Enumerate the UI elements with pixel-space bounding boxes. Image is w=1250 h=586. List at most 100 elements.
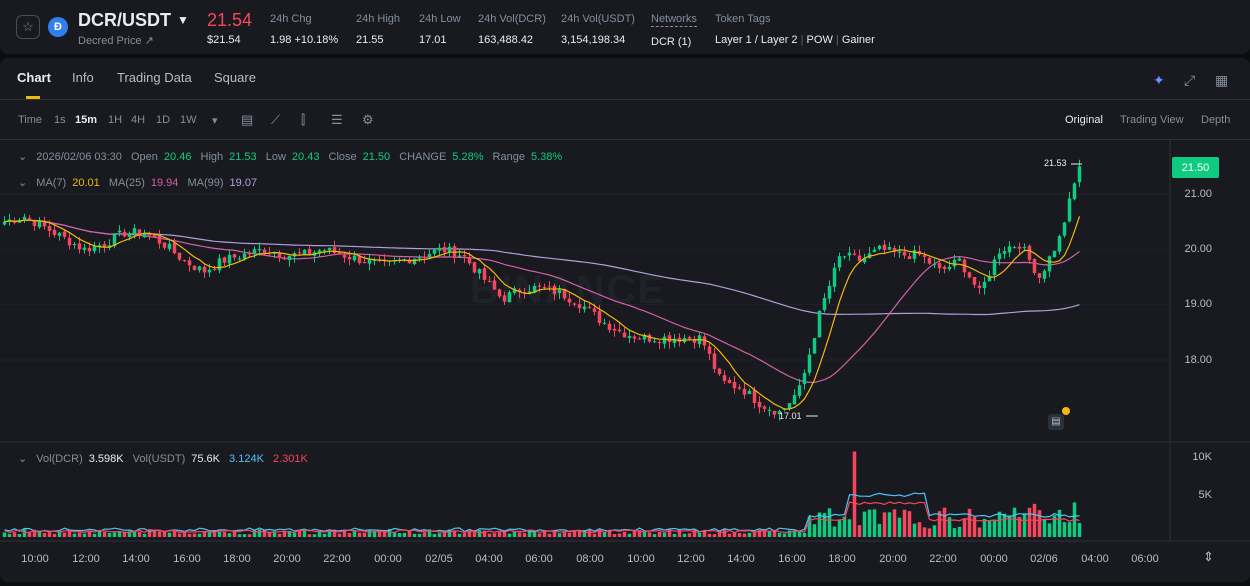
timeframe-15m[interactable]: 15m: [75, 114, 98, 126]
volume-bar: [437, 533, 442, 537]
ai-sparkle-icon[interactable]: ✦: [1153, 72, 1165, 88]
volume-bar: [957, 526, 962, 537]
candle-body: [462, 255, 467, 257]
candle-body: [162, 242, 167, 248]
candle-type-icon[interactable]: ⫿: [301, 112, 306, 127]
stat-value: 1.98 +10.18%: [270, 34, 339, 46]
volume-bar: [352, 529, 357, 537]
volume-bar: [92, 533, 97, 537]
more-timeframes-caret-icon[interactable]: ▾: [212, 115, 218, 127]
volume-bar: [142, 533, 147, 537]
tab-trading-data[interactable]: Trading Data: [117, 70, 192, 85]
tag-layer[interactable]: Layer 1 / Layer 2: [715, 34, 798, 46]
candle-body: [287, 255, 292, 261]
stat-networks[interactable]: Networks DCR (1): [651, 13, 697, 48]
timeframe-1w[interactable]: 1W: [180, 114, 197, 126]
candle-body: [627, 335, 632, 339]
candle-body: [547, 286, 552, 288]
candle-body: [887, 246, 892, 250]
timeframe-1s[interactable]: 1s: [54, 114, 66, 126]
volume-bar: [927, 528, 932, 537]
candle-body: [1022, 247, 1027, 249]
low-label: Low: [265, 151, 286, 163]
collapse-caret-icon[interactable]: ⌄: [18, 177, 28, 189]
volume-bar: [712, 534, 717, 537]
low-value: 20.43: [291, 151, 320, 163]
coin-price-link[interactable]: Decred Price ↗: [78, 35, 154, 47]
view-trading-view[interactable]: Trading View: [1120, 114, 1184, 126]
range-label: Range: [492, 151, 525, 163]
candle-body: [427, 253, 432, 258]
candle-body: [732, 381, 737, 389]
candle-body: [692, 339, 697, 343]
volume-bar: [857, 525, 862, 537]
volume-bar: [217, 531, 222, 537]
volume-bar: [727, 533, 732, 537]
indicator-chart-icon[interactable]: ⟋: [271, 112, 281, 127]
y-tick-21: 21.00: [1184, 188, 1212, 200]
volume-bar: [332, 529, 337, 537]
view-original[interactable]: Original: [1065, 114, 1103, 126]
volume-bar: [642, 530, 647, 537]
volume-bar: [937, 511, 942, 537]
candle-body: [142, 233, 147, 238]
candle-body: [977, 285, 982, 288]
x-tick-label: 02/06: [1030, 553, 1058, 565]
volume-bar: [542, 529, 547, 537]
view-depth[interactable]: Depth: [1201, 114, 1231, 126]
volume-bar: [882, 512, 887, 537]
candle-body: [987, 275, 992, 282]
candle-body: [822, 298, 827, 311]
high-value: 21.53: [229, 151, 257, 163]
gear-icon[interactable]: ⚙: [362, 112, 374, 127]
candle-body: [512, 288, 517, 294]
volume-bar: [162, 530, 167, 537]
tag-gainer[interactable]: Gainer: [841, 34, 875, 46]
event-flag-icon[interactable]: ▤: [1048, 414, 1064, 430]
collapse-caret-icon[interactable]: ⌄: [18, 151, 28, 163]
volume-bar: [917, 522, 922, 537]
candle-body: [912, 250, 917, 259]
volume-bar: [112, 532, 117, 537]
calendar-icon[interactable]: ▤: [241, 112, 254, 127]
layout-grid-icon[interactable]: ▦: [1215, 72, 1229, 88]
timeframe-4h[interactable]: 4H: [131, 114, 146, 126]
tab-square[interactable]: Square: [214, 70, 256, 85]
volume-bar: [312, 534, 317, 537]
volume-bar: [667, 529, 672, 537]
candle-body: [1052, 250, 1057, 258]
auto-scale-icon[interactable]: ⇕: [1203, 549, 1214, 564]
volume-bar: [607, 531, 612, 537]
settings-list-icon[interactable]: ☰: [331, 112, 343, 127]
volume-bar: [1017, 516, 1022, 537]
volume-bar: [147, 529, 152, 537]
volume-bar: [737, 533, 742, 537]
candle-body: [157, 235, 162, 244]
volume-bar: [377, 529, 382, 537]
timeframe-1d[interactable]: 1D: [156, 114, 171, 126]
collapse-caret-icon[interactable]: ⌄: [18, 453, 28, 465]
candle-body: [537, 285, 542, 287]
timeframe-time[interactable]: Time: [18, 114, 43, 126]
volume-bar: [97, 530, 102, 537]
favorite-star-icon[interactable]: ☆: [16, 15, 40, 39]
volume-bar: [397, 532, 402, 537]
tag-pow[interactable]: POW: [806, 34, 833, 46]
volume-bar: [762, 528, 767, 537]
pair-name[interactable]: DCR/USDT: [78, 10, 171, 30]
chart-panel: Chart Info Trading Data Square ✦ ⤢ ▦ Tim…: [0, 58, 1250, 582]
open-label: Open: [130, 151, 158, 163]
chevron-down-icon[interactable]: ▼: [177, 13, 189, 27]
tab-info[interactable]: Info: [72, 70, 94, 85]
x-tick-label: 04:00: [1081, 553, 1109, 565]
timeframe-1h[interactable]: 1H: [108, 114, 123, 126]
expand-icon[interactable]: ⤢: [1184, 72, 1196, 88]
candle-body: [587, 306, 592, 308]
candle-body: [22, 216, 27, 220]
candle-body: [767, 409, 772, 411]
volume-bar: [647, 532, 652, 537]
tab-chart[interactable]: Chart: [17, 70, 51, 85]
candle-body: [802, 372, 807, 385]
candle-body: [227, 254, 232, 264]
